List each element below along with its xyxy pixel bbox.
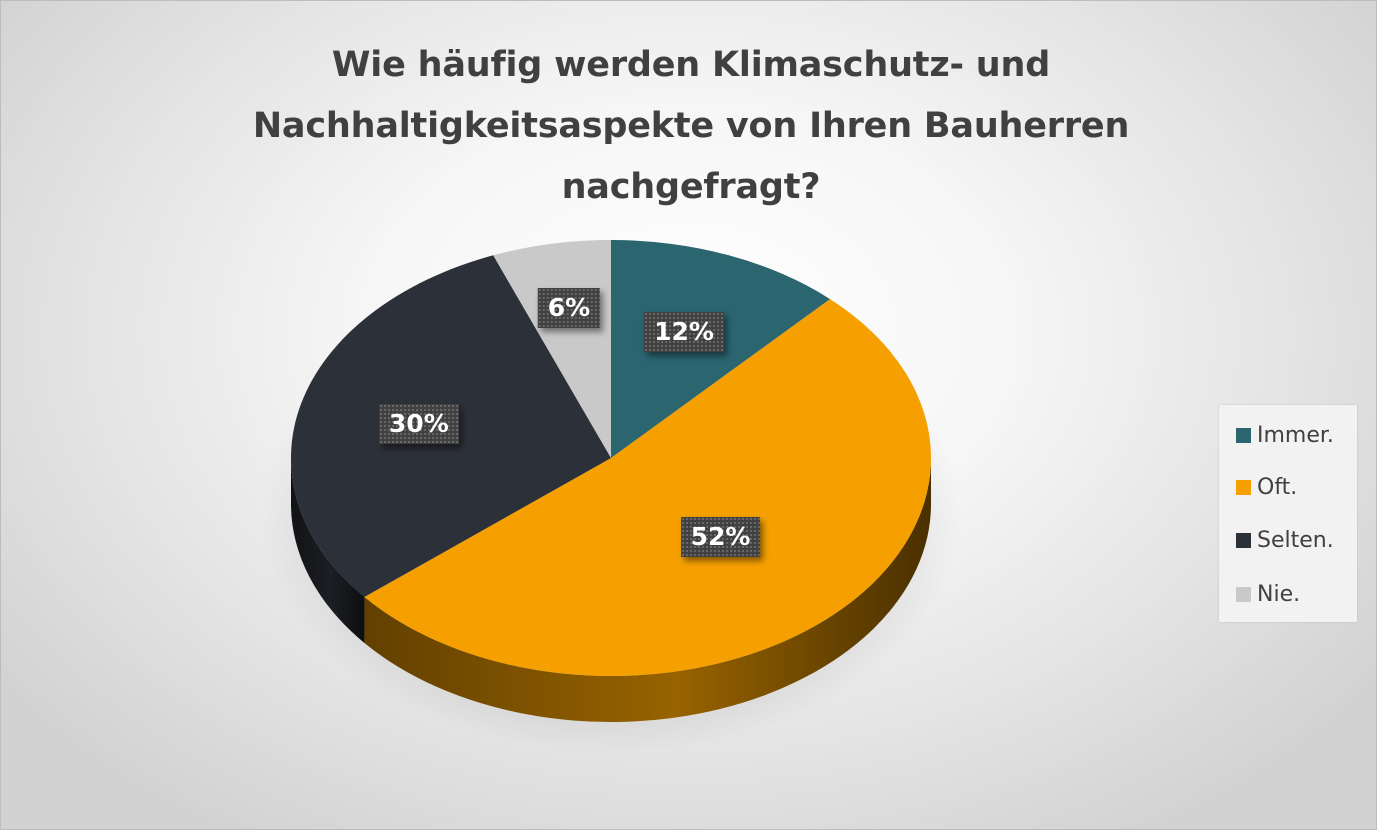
chart-title-line-3: nachgefragt? (561, 167, 821, 207)
data-label-nie: 6% (537, 288, 601, 329)
data-label-oft: 52% (680, 517, 761, 558)
legend-swatch-immer (1236, 427, 1251, 443)
chart-title: Wie häufig werden Klimaschutz- und Nachh… (181, 35, 1201, 218)
legend: Immer. Oft. Selten. Nie. (1219, 405, 1357, 622)
legend-swatch-nie (1236, 586, 1251, 602)
legend-item-selten: Selten. (1236, 525, 1334, 555)
chart-title-line-1: Wie häufig werden Klimaschutz- und (331, 45, 1051, 85)
legend-item-oft: Oft. (1236, 472, 1297, 502)
legend-swatch-selten (1236, 532, 1251, 548)
pie-side-oft (364, 458, 931, 722)
legend-label-selten: Selten. (1257, 527, 1334, 553)
chart-title-line-2: Nachhaltigkeitsaspekte von Ihren Bauherr… (252, 106, 1130, 146)
legend-swatch-oft (1236, 479, 1251, 495)
legend-item-immer: Immer. (1236, 420, 1334, 450)
data-label-selten: 30% (378, 404, 459, 445)
legend-item-nie: Nie. (1236, 579, 1300, 609)
legend-label-nie: Nie. (1257, 581, 1301, 607)
data-label-immer: 12% (644, 312, 724, 353)
pie-slice-oft (364, 299, 931, 676)
legend-label-oft: Oft. (1257, 474, 1298, 500)
legend-label-immer: Immer. (1257, 422, 1334, 448)
pie-side-selten (291, 458, 365, 643)
